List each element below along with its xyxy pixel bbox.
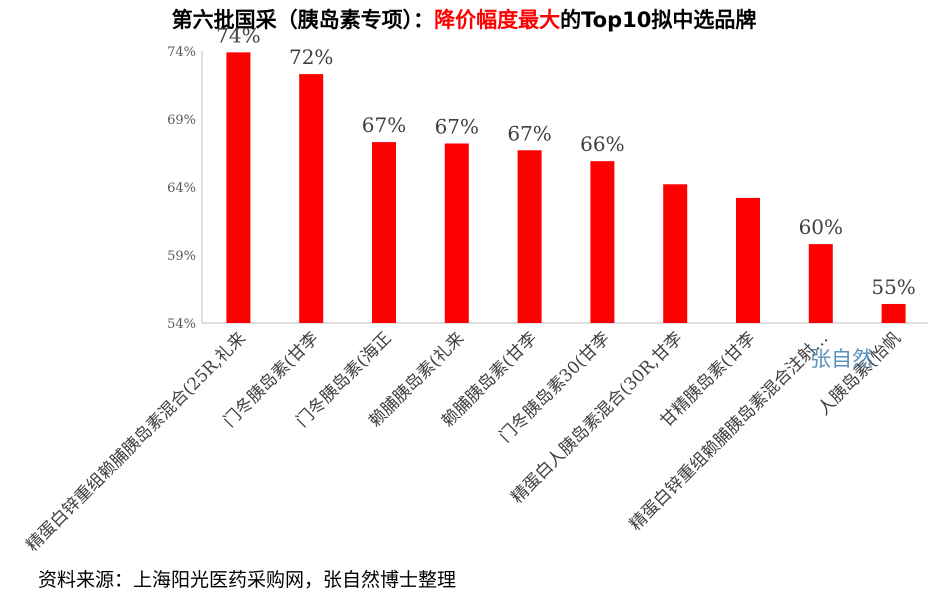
y-tick-label: 64% xyxy=(167,181,196,196)
bar xyxy=(663,184,688,323)
y-tick-label: 69% xyxy=(167,113,196,128)
y-tick-label: 59% xyxy=(167,249,196,264)
bar xyxy=(881,303,906,323)
bar xyxy=(808,244,833,323)
y-tick-label: 74% xyxy=(167,45,196,60)
data-label: 67% xyxy=(507,121,551,145)
source-note: 资料来源：上海阳光医药采购网，张自然博士整理 xyxy=(38,569,457,591)
chart-title: 第六批国采（胰岛素专项）：降价幅度最大的Top10拟中选品牌 xyxy=(0,4,928,34)
data-label: 67% xyxy=(362,113,406,137)
data-label: 55% xyxy=(871,275,915,299)
bar xyxy=(736,197,760,323)
data-label: 67% xyxy=(435,114,479,138)
data-label: 72% xyxy=(289,45,333,69)
x-tick-label: 精蛋白锌重组赖脯胰岛素混合(25R,礼来 xyxy=(23,328,250,555)
title-prefix: 第六批国采（胰岛素专项）： xyxy=(171,8,435,32)
bar xyxy=(590,161,615,323)
bar xyxy=(444,143,469,323)
title-highlight: 降价幅度最大 xyxy=(434,8,561,32)
data-label: 66% xyxy=(580,132,624,156)
data-label: 74% xyxy=(216,23,260,47)
data-label: 60% xyxy=(799,215,843,239)
bar xyxy=(372,142,396,323)
bar xyxy=(226,52,251,324)
y-tick-label: 54% xyxy=(167,317,196,332)
bar xyxy=(517,150,542,323)
title-suffix: 的Top10拟中选品牌 xyxy=(560,8,757,32)
bar xyxy=(299,74,324,324)
watermark-text: 张自然 xyxy=(810,347,873,371)
